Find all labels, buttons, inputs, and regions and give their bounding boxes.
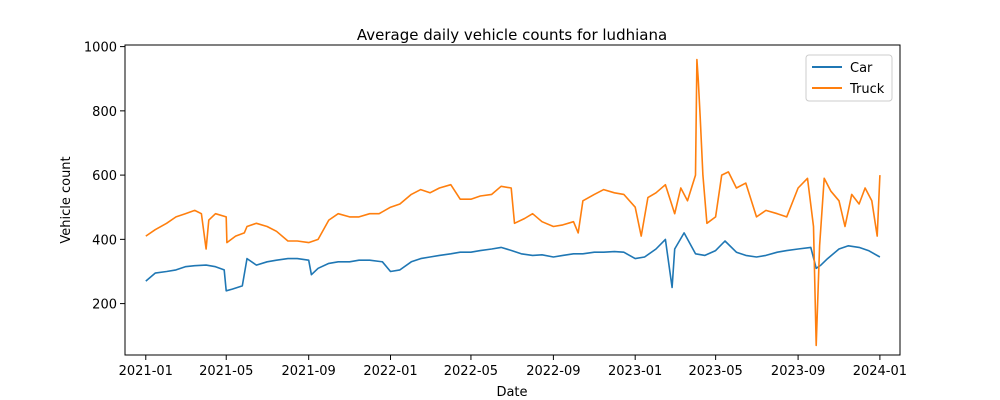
x-tick-label: 2024-01	[853, 364, 907, 379]
x-tick-label: 2023-09	[771, 364, 825, 379]
series-line-car	[145, 232, 881, 292]
y-tick-label: 600	[92, 169, 117, 184]
x-tick-label: 2022-01	[363, 364, 417, 379]
series-line-truck	[145, 58, 881, 347]
x-tick-label: 2021-05	[199, 364, 253, 379]
plot-frame	[124, 44, 901, 356]
y-axis-label: Vehicle count	[59, 156, 74, 243]
x-tick-label: 2022-05	[444, 364, 498, 379]
x-tick-label: 2022-09	[526, 364, 580, 379]
y-tick-label: 200	[92, 298, 117, 313]
x-tick-label: 2023-05	[688, 364, 742, 379]
x-axis-label: Date	[496, 385, 527, 400]
y-tick-label: 1000	[84, 41, 117, 56]
legend: Car Truck	[805, 54, 893, 102]
x-tick-label: 2023-01	[608, 364, 662, 379]
y-tick-label: 800	[92, 105, 117, 120]
x-tick-label: 2021-09	[282, 364, 336, 379]
legend-label-car: Car	[850, 61, 873, 76]
plot-lines	[145, 58, 881, 347]
legend-label-truck: Truck	[849, 82, 885, 97]
chart-title: Average daily vehicle counts for ludhian…	[357, 26, 667, 44]
y-tick-label: 400	[92, 233, 117, 248]
y-axis: 200 400 600 800 1000	[84, 41, 125, 313]
x-axis: 2021-01 2021-05 2021-09 2022-01 2022-05 2022-…	[119, 355, 907, 379]
x-tick-label: 2021-01	[119, 364, 173, 379]
